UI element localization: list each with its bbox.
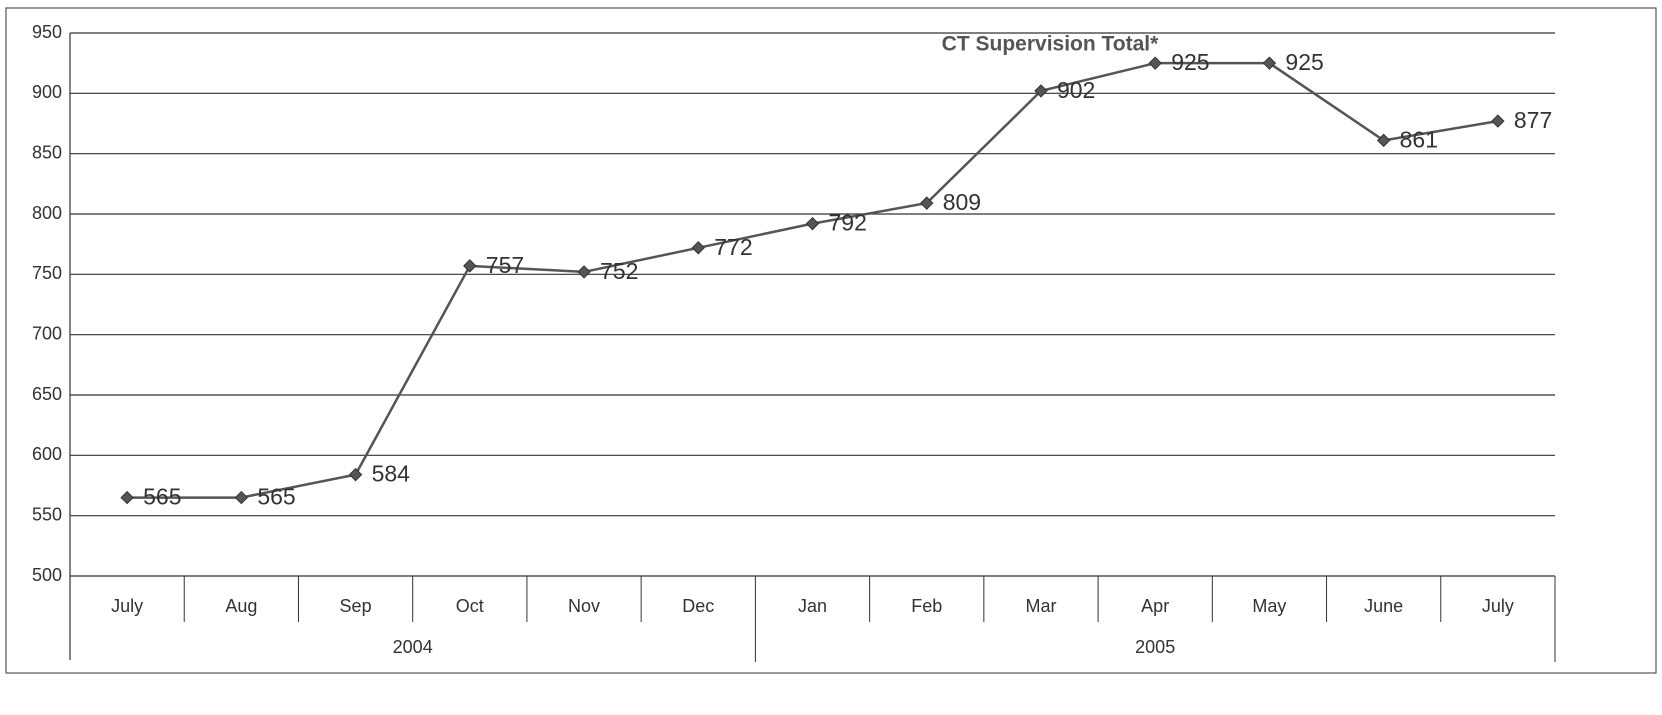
data-label: 809: [943, 189, 981, 215]
data-label: 772: [714, 234, 752, 260]
y-tick-label: 800: [32, 203, 62, 223]
y-tick-label: 900: [32, 82, 62, 102]
x-tick-label: Jan: [798, 596, 827, 616]
data-marker: [234, 490, 249, 505]
y-tick-label: 500: [32, 565, 62, 585]
data-label: 584: [372, 461, 411, 487]
x-tick-label: Apr: [1141, 596, 1169, 616]
x-tick-label: Dec: [682, 596, 714, 616]
data-marker: [1376, 133, 1391, 148]
x-tick-label: Mar: [1025, 596, 1056, 616]
y-tick-label: 950: [32, 22, 62, 42]
chart-title: CT Supervision Total*: [942, 33, 1159, 56]
data-label: 565: [143, 484, 181, 510]
y-tick-label: 650: [32, 384, 62, 404]
data-marker: [577, 265, 591, 279]
data-marker: [1034, 84, 1048, 98]
data-marker: [120, 490, 134, 505]
y-tick-label: 550: [32, 504, 62, 524]
data-marker: [920, 196, 934, 210]
data-marker: [348, 467, 363, 482]
data-label: 902: [1057, 77, 1095, 103]
x-tick-label: July: [111, 596, 143, 616]
data-label: 925: [1285, 49, 1323, 75]
data-marker: [1148, 56, 1162, 70]
data-line: [127, 61, 1499, 499]
group-label: 2005: [1135, 637, 1175, 657]
y-tick-label: 750: [32, 263, 62, 283]
chart-frame: [5, 7, 1657, 674]
x-tick-label: May: [1252, 596, 1286, 616]
x-tick-label: Nov: [568, 596, 600, 616]
x-tick-label: June: [1364, 596, 1403, 616]
data-label: 757: [486, 252, 524, 278]
x-tick-label: Oct: [456, 596, 484, 616]
data-label: 565: [257, 484, 295, 510]
data-marker: [805, 216, 820, 231]
y-tick-label: 600: [32, 444, 62, 464]
y-tick-label: 850: [32, 142, 62, 162]
data-marker: [463, 259, 477, 273]
x-tick-label: Aug: [225, 596, 257, 616]
x-tick-label: Sep: [340, 596, 372, 616]
group-label: 2004: [393, 637, 433, 657]
y-tick-label: 700: [32, 323, 62, 343]
data-label: 861: [1400, 126, 1438, 152]
data-label: 752: [600, 258, 638, 284]
data-marker: [1491, 114, 1505, 128]
data-marker: [1262, 56, 1277, 70]
data-label: 792: [829, 210, 867, 236]
x-tick-label: July: [1482, 596, 1514, 616]
data-label: 877: [1514, 107, 1552, 133]
data-marker: [691, 241, 705, 255]
data-label: 925: [1171, 49, 1209, 75]
x-tick-label: Feb: [911, 596, 942, 616]
